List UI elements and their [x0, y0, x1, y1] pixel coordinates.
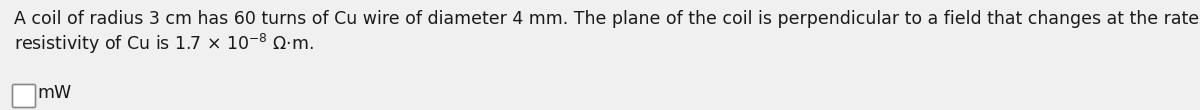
Text: resistivity of Cu is 1.7 × 10$^{-8}$ Ω·m.: resistivity of Cu is 1.7 × 10$^{-8}$ Ω·m… — [14, 32, 314, 56]
FancyBboxPatch shape — [12, 84, 36, 107]
Text: mW: mW — [37, 84, 71, 102]
Text: A coil of radius 3 cm has 60 turns of Cu wire of diameter 4 mm. The plane of the: A coil of radius 3 cm has 60 turns of Cu… — [14, 10, 1200, 28]
